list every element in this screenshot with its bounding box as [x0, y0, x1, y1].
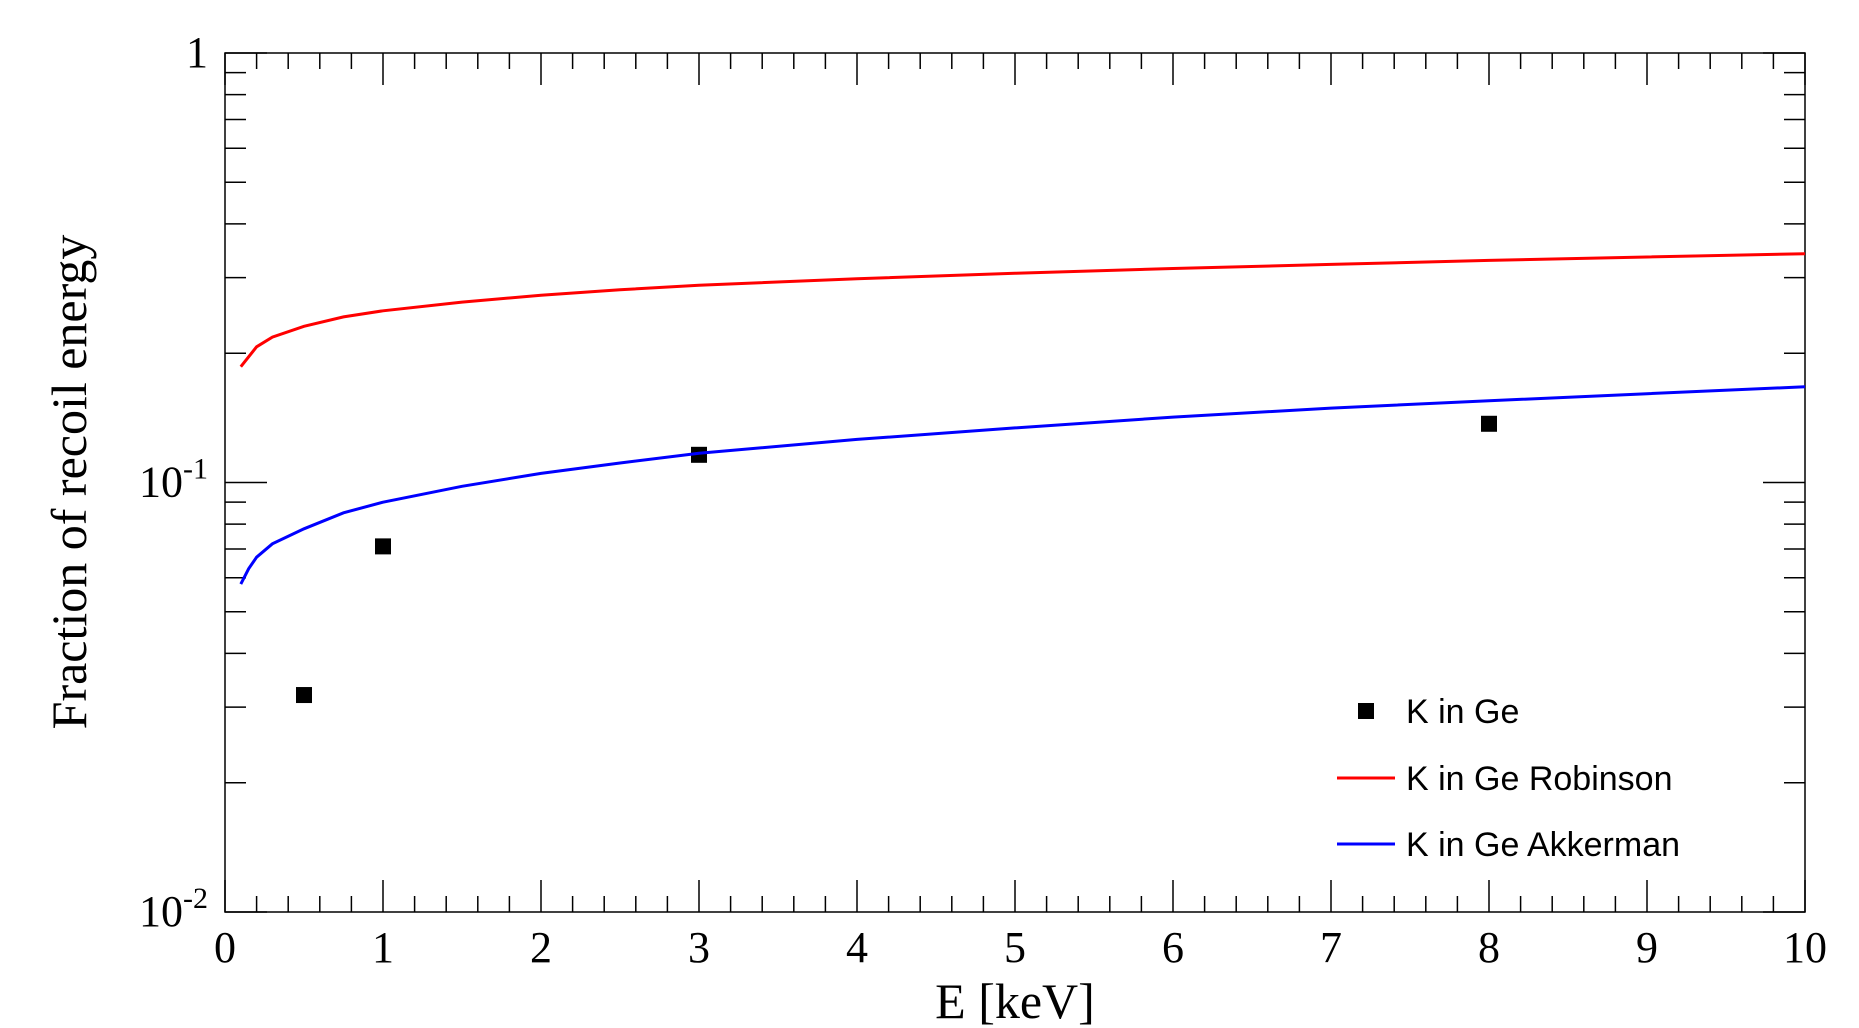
x-tick-label: 1 [372, 923, 394, 972]
legend-label-k-in-ge: K in Ge [1406, 693, 1519, 731]
legend-marker-k-in-ge [1358, 703, 1374, 719]
legend-entry-k-in-ge: K in Ge [1358, 693, 1519, 731]
series-layer [239, 252, 1806, 704]
y-axis-ticks [225, 52, 1805, 913]
x-axis-ticks [224, 53, 1806, 912]
legend-label-akkerman: K in Ge Akkerman [1406, 826, 1680, 864]
x-tick-label: 5 [1004, 923, 1026, 972]
x-tick-label: 7 [1320, 923, 1342, 972]
x-tick-label: 8 [1478, 923, 1500, 972]
legend-entry-robinson: K in Ge Robinson [1337, 760, 1673, 798]
y-axis-title: Fraction of recoil energy [41, 235, 97, 730]
data-point-k-in-ge [296, 687, 312, 704]
data-point-k-in-ge [691, 446, 707, 463]
x-tick-labels: 0 1 2 3 4 5 6 7 8 9 10 [214, 923, 1827, 972]
x-tick-label: 9 [1636, 923, 1658, 972]
data-point-k-in-ge [375, 538, 391, 555]
y-tick-labels: 10-2 10-1 1 [139, 28, 208, 936]
y-tick-label: 10-2 [139, 882, 208, 936]
x-tick-label: 3 [688, 923, 710, 972]
x-axis-title: E [keV] [935, 973, 1095, 1028]
legend-entry-akkerman: K in Ge Akkerman [1337, 826, 1680, 864]
legend: K in Ge K in Ge Robinson K in Ge Akkerma… [1337, 693, 1680, 864]
legend-label-robinson: K in Ge Robinson [1406, 760, 1673, 798]
x-tick-label: 6 [1162, 923, 1184, 972]
y-tick-label: 1 [186, 28, 208, 77]
x-tick-label: 0 [214, 923, 236, 972]
x-tick-label: 4 [846, 923, 868, 972]
x-tick-label: 10 [1783, 923, 1827, 972]
x-tick-label: 2 [530, 923, 552, 972]
series-line-k-in-ge-robinson [239, 252, 1806, 368]
data-point-k-in-ge [1481, 415, 1497, 432]
series-line-k-in-ge-akkerman [239, 385, 1806, 585]
y-tick-label: 10-1 [139, 453, 208, 507]
